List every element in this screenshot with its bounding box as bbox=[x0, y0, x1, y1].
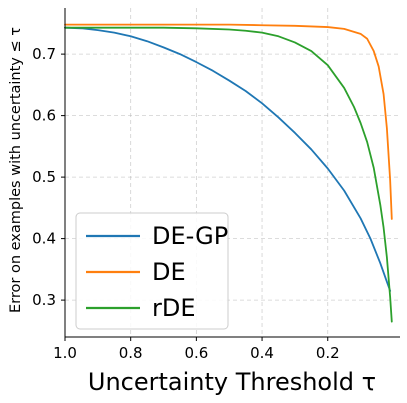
y-tick-label: 0.5 bbox=[32, 168, 56, 186]
legend-box bbox=[75, 212, 229, 330]
series-lines bbox=[64, 23, 393, 323]
legend-label-de: DE bbox=[152, 258, 186, 286]
y-tick-label: 0.4 bbox=[32, 230, 56, 248]
y-tick-label: 0.3 bbox=[32, 291, 56, 309]
legend-label-de-gp: DE-GP bbox=[152, 222, 228, 250]
series-line-de-gp bbox=[64, 26, 392, 292]
x-tick-label: 0.4 bbox=[250, 344, 274, 362]
x-tick-label: 0.8 bbox=[119, 344, 143, 362]
x-axis-title: Uncertainty Threshold τ bbox=[88, 368, 376, 396]
tick-labels: 1.0 0.8 0.6 0.4 0.2 0.3 0.4 0.5 0.6 0.7 bbox=[32, 45, 340, 362]
y-axis-title: Error on examples with uncertainty ≤ τ bbox=[8, 27, 24, 313]
x-tick-label: 0.2 bbox=[316, 344, 340, 362]
series-line-rde bbox=[64, 26, 393, 323]
legend-label-rde: rDE bbox=[152, 294, 196, 322]
y-tick-label: 0.7 bbox=[32, 45, 56, 63]
legend: DE-GP DE rDE bbox=[75, 212, 229, 330]
y-tick-label: 0.6 bbox=[32, 107, 56, 125]
x-tick-label: 1.0 bbox=[53, 344, 77, 362]
x-tick-label: 0.6 bbox=[184, 344, 208, 362]
series-line-de bbox=[64, 23, 393, 220]
axes bbox=[61, 8, 400, 341]
